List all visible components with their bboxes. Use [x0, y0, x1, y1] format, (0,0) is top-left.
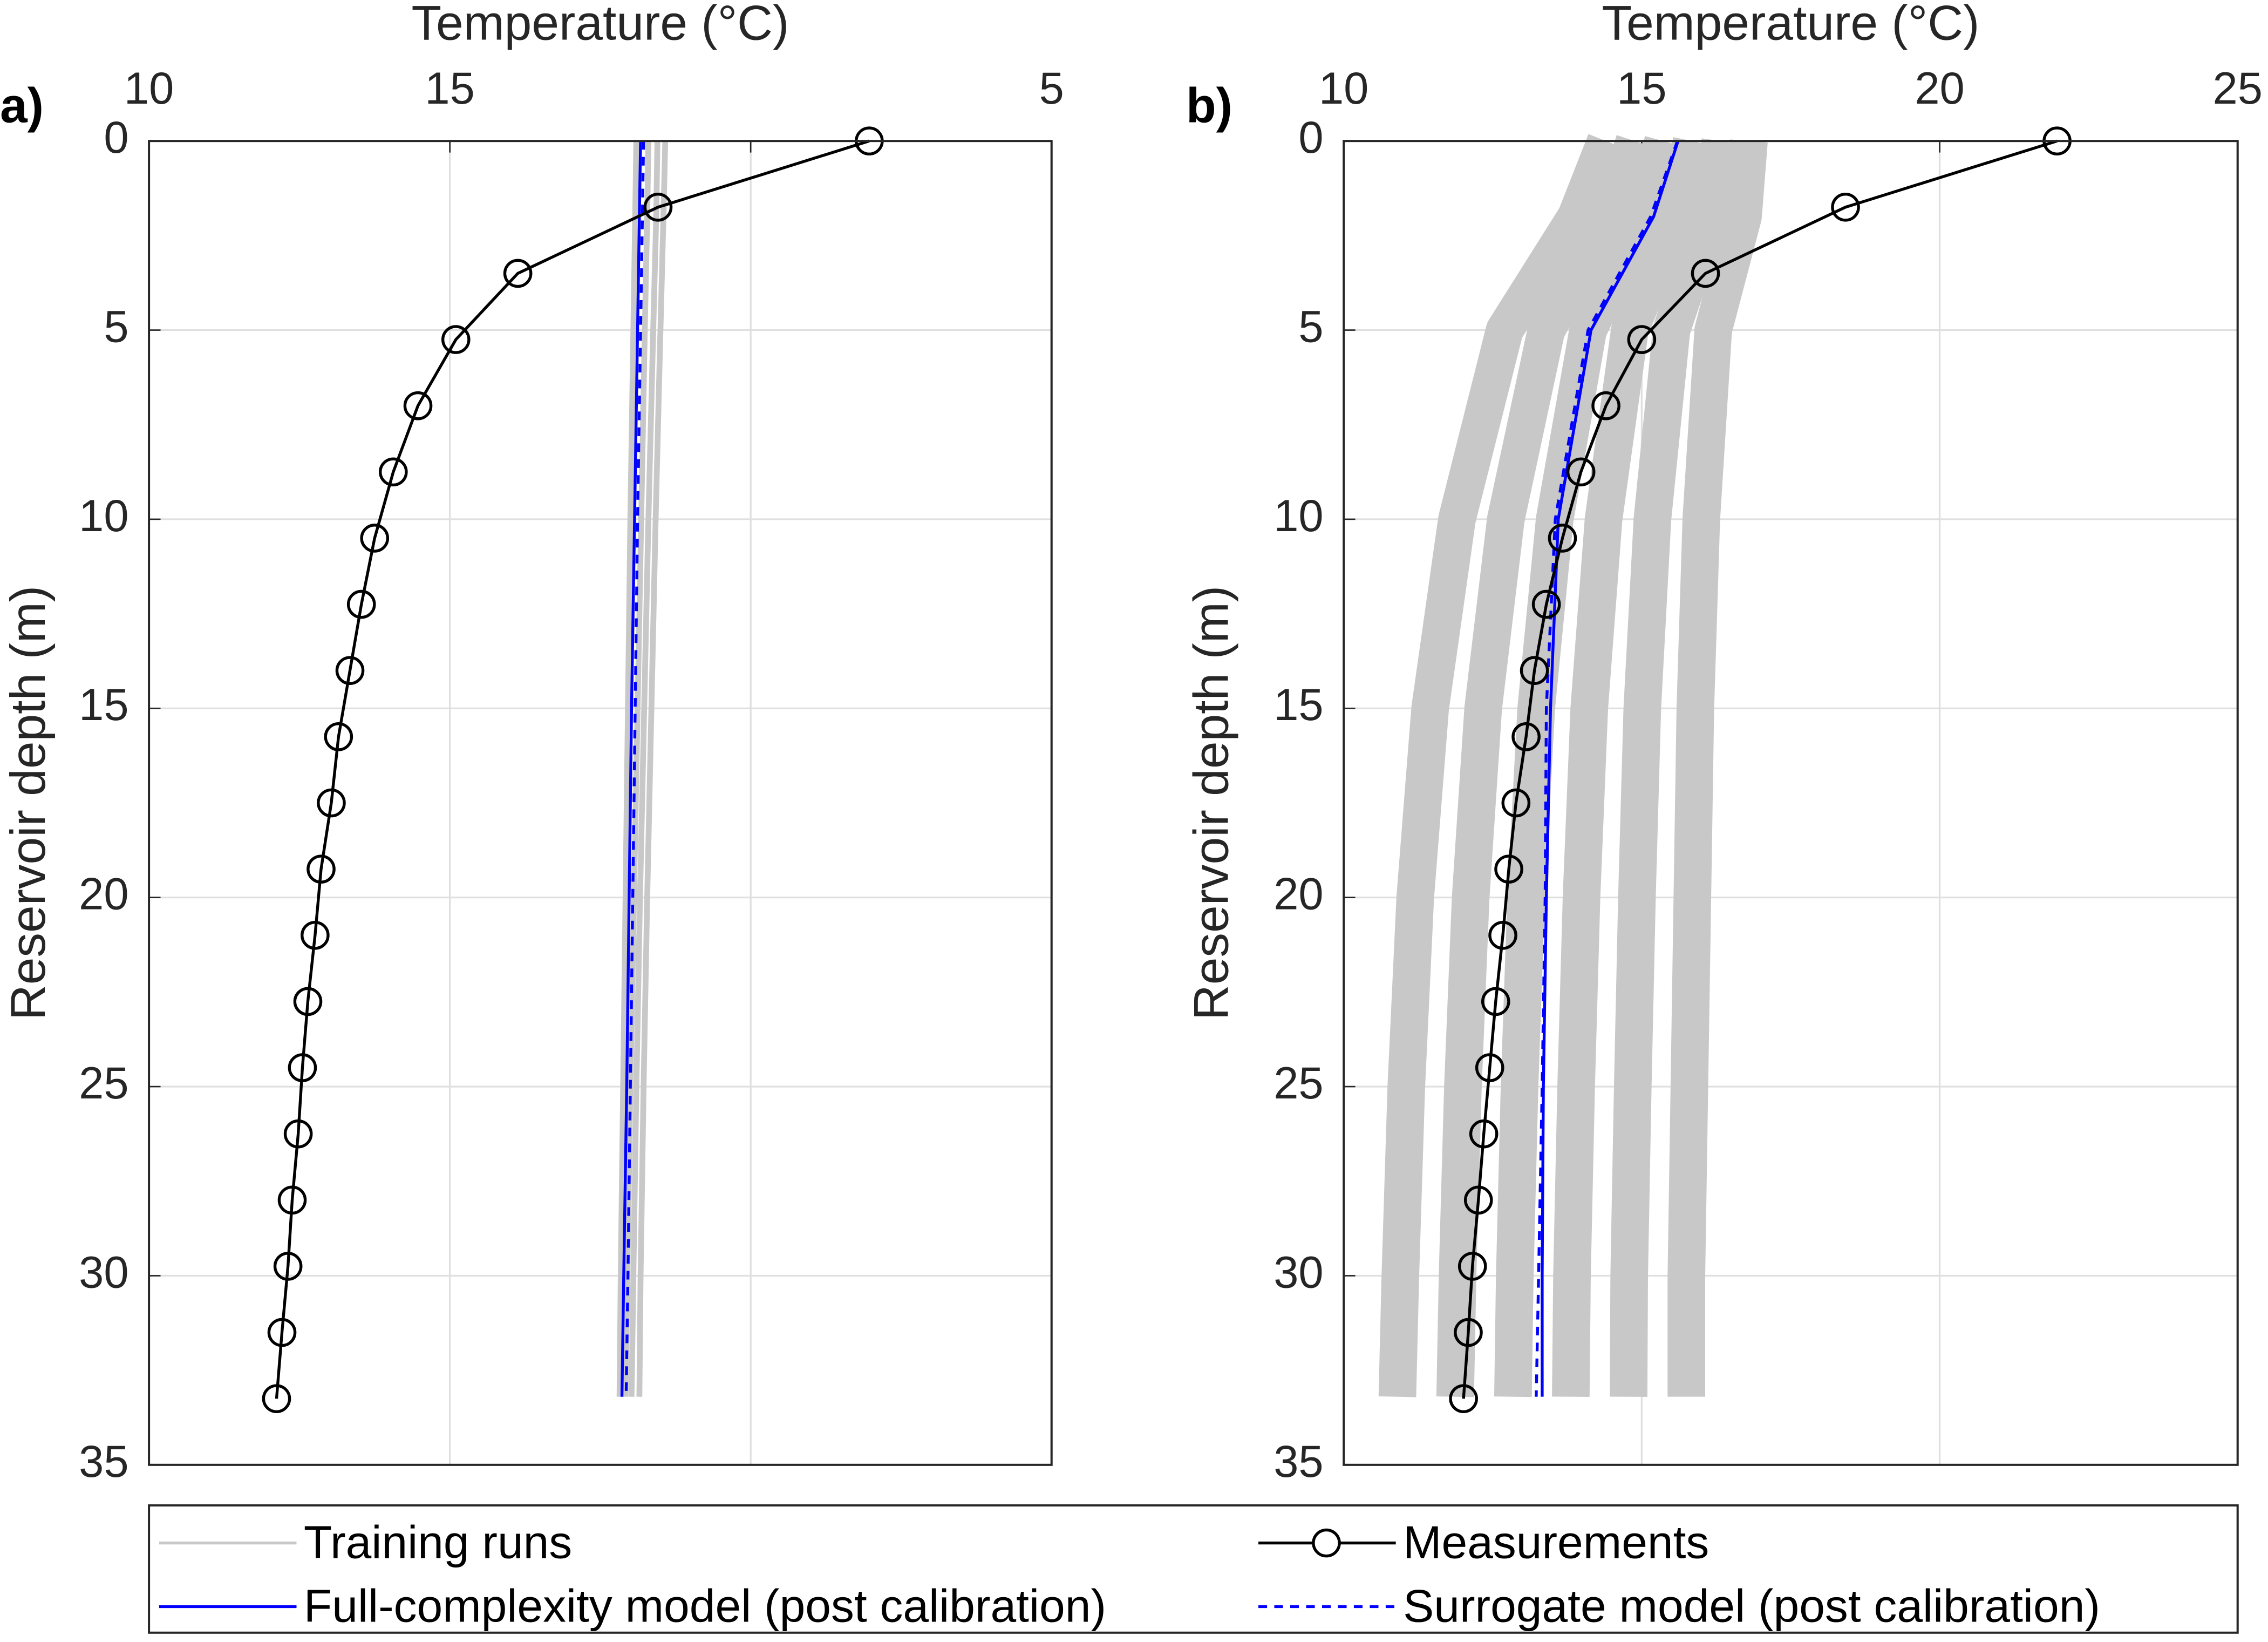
measurement-marker — [262, 1384, 291, 1413]
measurement-marker — [1566, 457, 1596, 487]
measurement-marker — [324, 722, 353, 751]
y-tick-label: 10 — [79, 491, 128, 541]
measurement-marker — [267, 1318, 297, 1347]
measurement-marker — [307, 854, 336, 884]
y-tick-label: 25 — [79, 1058, 128, 1108]
measurement-marker — [317, 788, 346, 818]
measurement-marker — [283, 1119, 313, 1149]
measurement-marker — [1494, 854, 1523, 884]
legend-marker — [1312, 1528, 1341, 1558]
training-run — [636, 141, 669, 1397]
x-tick-label: 20 — [1915, 63, 1964, 113]
measurement-marker — [360, 524, 390, 553]
series-line — [624, 141, 645, 1397]
measurement-marker — [403, 391, 433, 420]
axes-box — [1343, 140, 2239, 1466]
training-run — [616, 141, 639, 1397]
training-run — [1436, 135, 1653, 1397]
measurement-marker — [1511, 722, 1541, 751]
y-tick-label: 5 — [104, 302, 128, 352]
series-line — [1535, 140, 1679, 1397]
measurement-marker — [277, 1185, 307, 1215]
measurement-marker — [1691, 259, 1720, 288]
y-tick-label: 30 — [79, 1247, 128, 1297]
training-run — [1494, 136, 1681, 1397]
measurement-marker — [1454, 1318, 1483, 1347]
measurement-marker — [1475, 1053, 1504, 1082]
panel-label: a) — [0, 78, 44, 133]
measurement-marker — [1457, 1252, 1487, 1281]
measurement-marker — [379, 457, 408, 487]
series-line — [1541, 140, 1680, 1397]
x-axis-title: Temperature (°C) — [411, 0, 789, 50]
measurement-marker — [1531, 589, 1561, 619]
training-run — [1610, 138, 1739, 1397]
legend-label: Full-complexity model (post calibration) — [304, 1580, 1106, 1632]
y-tick-label: 25 — [1273, 1058, 1323, 1108]
training-run — [1378, 134, 1624, 1397]
measurement-marker — [503, 259, 533, 288]
x-tick-label: 15 — [1617, 63, 1666, 113]
x-tick-label: 10 — [1319, 63, 1368, 113]
measurement-marker — [293, 987, 323, 1016]
y-tick-label: 5 — [1298, 302, 1323, 352]
axes-box — [148, 140, 1053, 1466]
y-tick-label: 35 — [1273, 1436, 1323, 1487]
legend-box — [148, 1504, 2239, 1634]
legend-label: Training runs — [304, 1517, 572, 1569]
y-tick-label: 15 — [79, 680, 128, 730]
measurement-marker — [1520, 656, 1549, 686]
measurement-marker — [1627, 325, 1657, 354]
panel-label: b) — [1186, 78, 1232, 133]
x-axis-title: Temperature (°C) — [1602, 0, 1980, 50]
measurement-marker — [441, 325, 471, 354]
y-tick-label: 0 — [1298, 112, 1323, 162]
measurement-marker — [1463, 1185, 1493, 1215]
measurement-marker — [1591, 391, 1620, 420]
x-tick-label: 5 — [1039, 63, 1064, 113]
legend-label: Surrogate model (post calibration) — [1403, 1580, 2100, 1632]
measurement-marker — [1469, 1119, 1499, 1149]
plot-area — [149, 141, 1052, 1465]
y-tick-label: 30 — [1273, 1247, 1323, 1297]
series-line — [620, 141, 642, 1397]
training-run — [629, 141, 660, 1397]
measurement-marker — [1831, 192, 1860, 222]
panel: 10 15 20 25 0 5 10 15 20 25 30 35 Temperature (°C) b)… — [1184, 0, 2263, 1487]
y-tick-label: 20 — [79, 869, 128, 919]
measurement-marker — [1501, 788, 1531, 818]
measurement-marker — [1488, 920, 1517, 950]
measurement-marker — [1481, 987, 1510, 1016]
measurement-marker — [273, 1252, 303, 1281]
measurement-marker — [643, 192, 673, 222]
training-run — [1667, 139, 1768, 1397]
x-tick-label: 25 — [2212, 63, 2262, 113]
training-run — [1552, 137, 1711, 1397]
y-tick-label: 10 — [1273, 491, 1323, 541]
y-axis-title: Reservoir depth (m) — [1, 586, 56, 1020]
x-tick-label: 10 — [124, 63, 174, 113]
measurement-marker — [288, 1053, 317, 1082]
y-tick-label: 0 — [104, 112, 128, 162]
y-tick-label: 35 — [79, 1436, 128, 1487]
y-tick-label: 15 — [1273, 680, 1323, 730]
measurement-marker — [335, 656, 365, 686]
measurement-marker — [1449, 1384, 1478, 1413]
measurement-marker — [346, 589, 376, 619]
measurement-marker — [1548, 524, 1577, 553]
y-tick-label: 20 — [1273, 869, 1323, 919]
legend: Training runs Full-complexity model (post… — [148, 1504, 2239, 1634]
x-tick-label: 15 — [425, 63, 474, 113]
legend-label: Measurements — [1403, 1517, 1709, 1569]
panel: 10 15 5 0 5 10 15 20 25 30 35 Temperature (°C) a) Res… — [0, 0, 1064, 1487]
y-axis-title: Reservoir depth (m) — [1184, 586, 1239, 1020]
measurement-marker — [301, 920, 330, 950]
